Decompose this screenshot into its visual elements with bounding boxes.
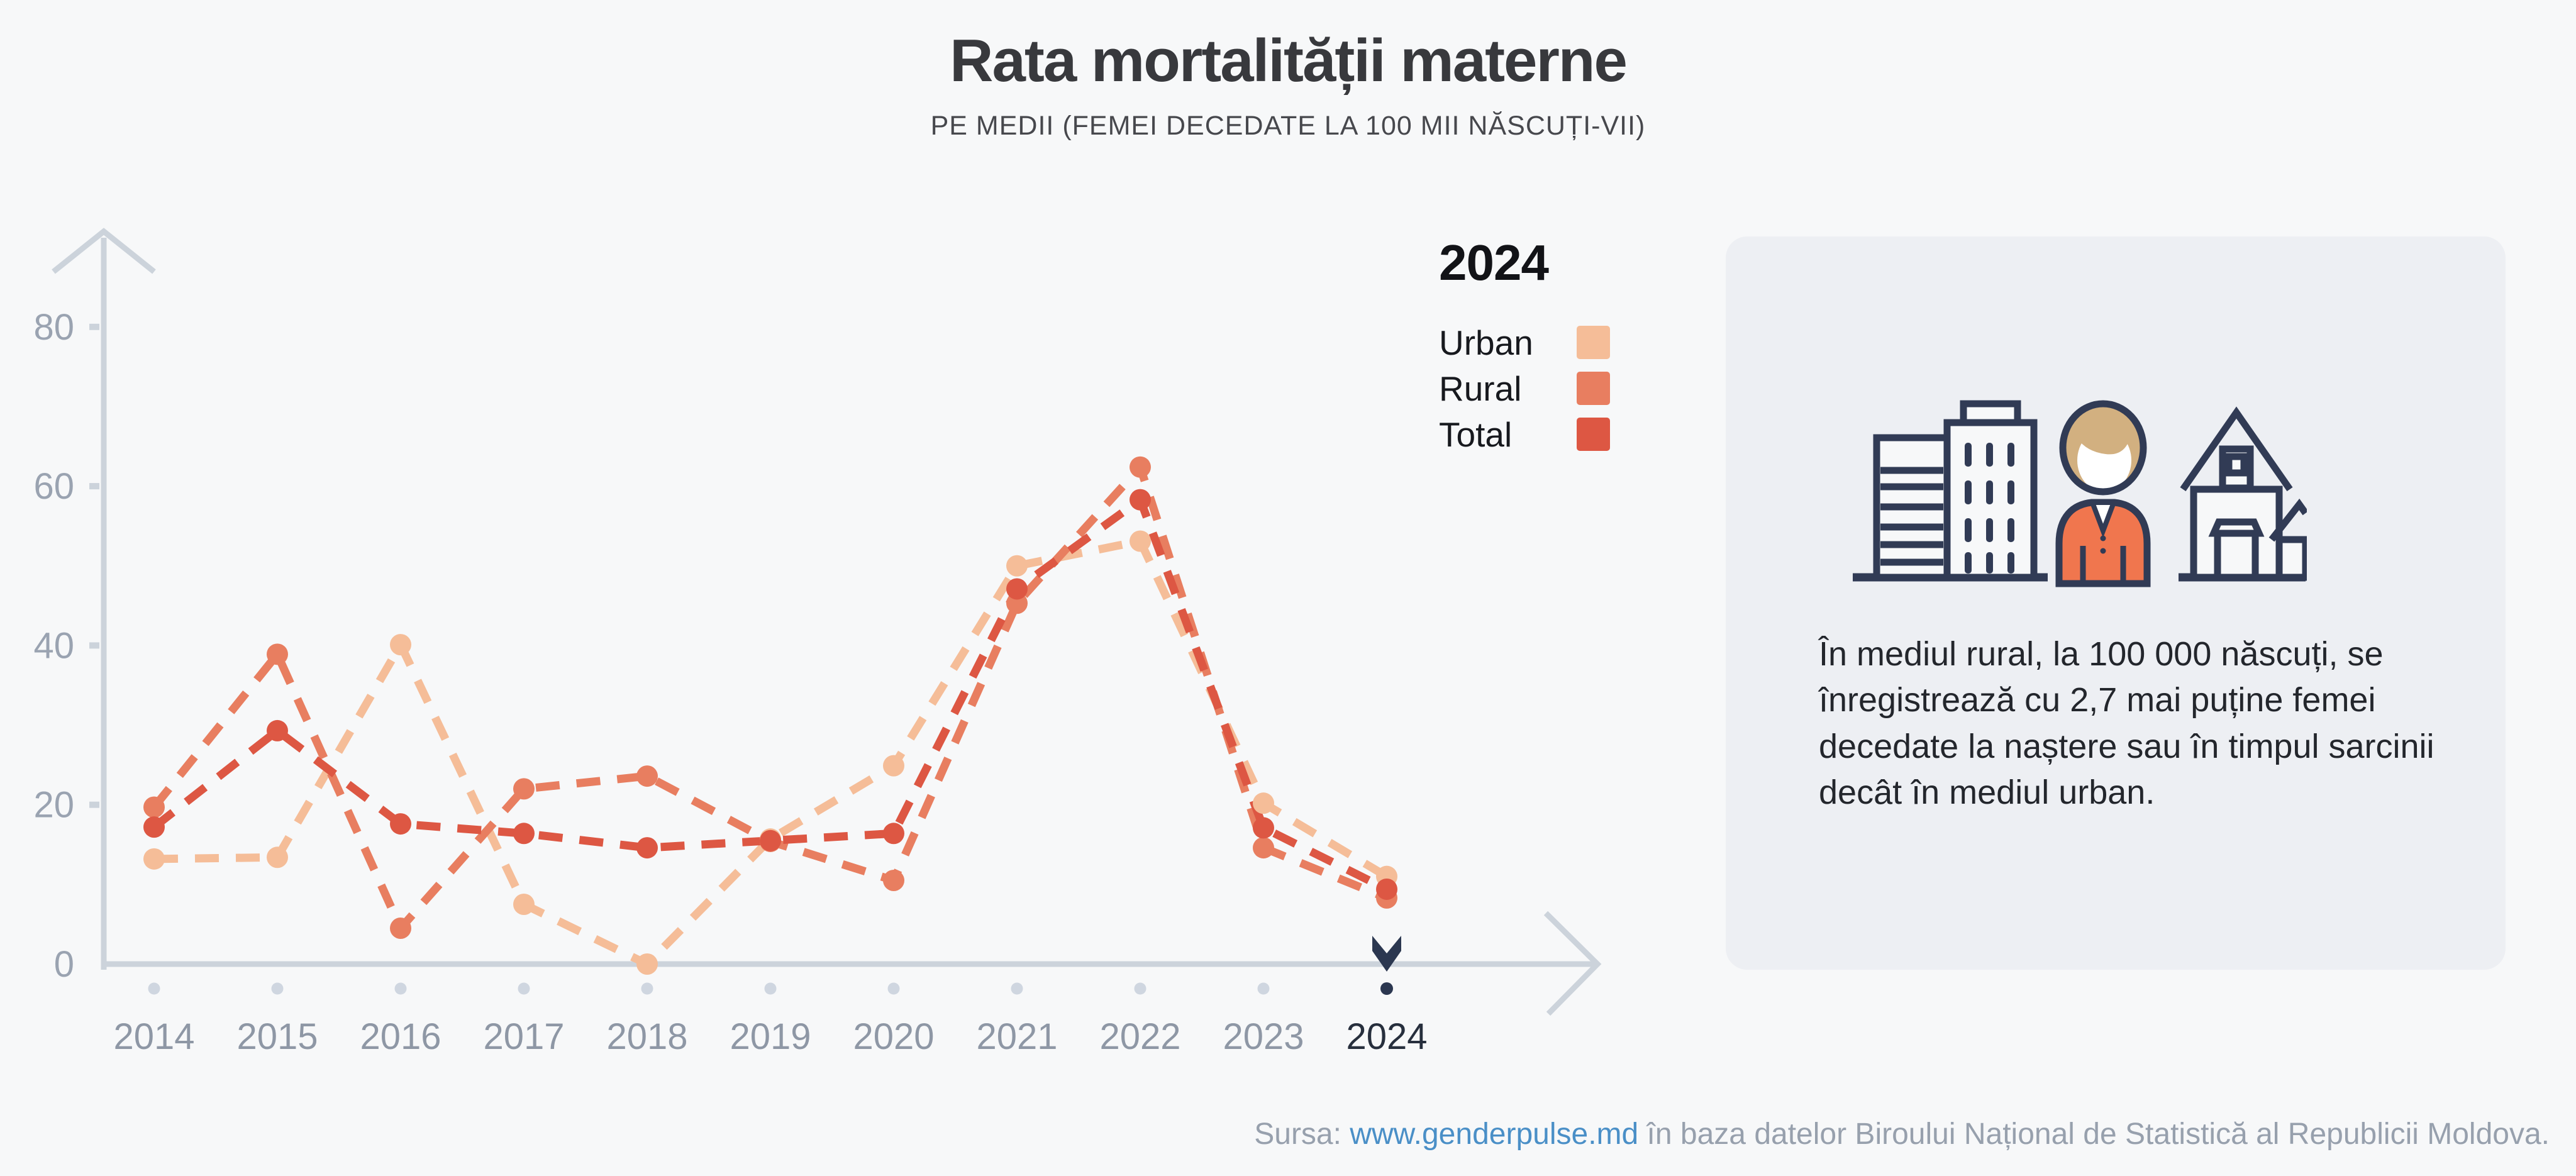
data-point-total-2020[interactable] — [883, 823, 904, 845]
timeline-dot[interactable] — [887, 982, 900, 995]
x-year-label[interactable]: 2017 — [483, 1016, 564, 1057]
legend-swatch-total — [1577, 418, 1610, 451]
y-tick — [89, 801, 99, 808]
data-point-total-2022[interactable] — [1130, 489, 1151, 511]
data-point-total-2017[interactable] — [513, 823, 535, 845]
y-tick-label: 60 — [33, 466, 74, 507]
data-point-urban-2021[interactable] — [1006, 555, 1028, 577]
timeline-dot[interactable] — [1011, 982, 1023, 995]
x-year-label[interactable]: 2018 — [606, 1016, 687, 1057]
y-tick-label: 20 — [33, 785, 74, 826]
data-point-total-2014[interactable] — [143, 816, 165, 838]
timeline-dot[interactable] — [641, 982, 653, 995]
x-year-label[interactable]: 2022 — [1099, 1016, 1180, 1057]
legend-label-total: Total — [1439, 414, 1513, 454]
timeline-dot[interactable] — [764, 982, 777, 995]
data-point-total-2021[interactable] — [1006, 578, 1028, 600]
data-point-urban-2022[interactable] — [1130, 530, 1151, 552]
legend-items: Urban Rural Total — [1439, 323, 1628, 454]
data-point-total-2019[interactable] — [760, 829, 781, 851]
x-axis-arrow-icon — [1543, 911, 1602, 1016]
data-point-rural-2014[interactable] — [143, 796, 165, 818]
insight-text: În mediul rural, la 100 000 născuți, se … — [1819, 635, 2434, 812]
data-point-urban-2016[interactable] — [390, 634, 411, 656]
legend-label-urban: Urban — [1439, 323, 1533, 362]
timeline-dot[interactable] — [1134, 982, 1146, 995]
legend-swatch-urban — [1577, 326, 1610, 359]
data-point-total-2015[interactable] — [267, 719, 288, 741]
source-note: Sursa: www.genderpulse.md în baza datelo… — [1254, 1117, 2550, 1151]
legend-item-rural: Rural — [1439, 369, 1610, 408]
maternal-mortality-chart: 0 20 40 60 80 2014 2015 2016 2017 2018 2019 2020 202… — [0, 189, 1635, 1101]
data-point-urban-2020[interactable] — [883, 755, 904, 777]
x-year-label[interactable]: 2019 — [730, 1016, 811, 1057]
data-point-rural-2022[interactable] — [1130, 456, 1151, 478]
data-point-rural-2015[interactable] — [267, 643, 288, 665]
source-rest: în baza datelor Biroului Național de Sta… — [1638, 1118, 2550, 1151]
timeline-dot[interactable] — [271, 982, 284, 995]
y-tick — [89, 483, 99, 490]
y-axis-arrow-icon — [52, 228, 156, 274]
legend-item-total: Total — [1439, 414, 1610, 454]
legend-selected-year: 2024 — [1439, 235, 1549, 291]
x-year-label[interactable]: 2014 — [113, 1016, 194, 1057]
x-year-label[interactable]: 2015 — [236, 1016, 318, 1057]
data-point-rural-2020[interactable] — [883, 870, 904, 892]
urban-rural-illustration — [1853, 400, 2307, 587]
timeline-dot[interactable] — [148, 982, 160, 995]
series-line-urban — [153, 536, 1389, 969]
legend-label-rural: Rural — [1439, 369, 1522, 408]
timeline-dot[interactable] — [518, 982, 530, 995]
data-point-urban-2023[interactable] — [1253, 792, 1274, 814]
x-year-label[interactable]: 2020 — [853, 1016, 934, 1057]
house-icon — [2179, 406, 2307, 582]
x-year-label[interactable]: 2024 — [1346, 1016, 1427, 1057]
data-point-rural-2016[interactable] — [390, 918, 411, 940]
data-point-total-2018[interactable] — [636, 837, 658, 859]
data-point-urban-2018[interactable] — [636, 953, 658, 975]
source-label: Sursa: — [1254, 1118, 1350, 1151]
timeline-dot[interactable] — [394, 982, 407, 995]
chart-plot-area: 0 20 40 60 80 2014 2015 2016 2017 2018 2019 2020 202… — [33, 228, 1602, 1057]
timeline-dot[interactable] — [1380, 982, 1393, 995]
data-point-total-2024[interactable] — [1376, 878, 1397, 900]
legend-swatch-rural — [1577, 372, 1610, 405]
data-point-rural-2023[interactable] — [1253, 837, 1274, 859]
source-link[interactable]: www.genderpulse.md — [1350, 1118, 1639, 1151]
data-point-total-2023[interactable] — [1253, 817, 1274, 839]
year-cursor-chevron-icon[interactable] — [1372, 936, 1401, 972]
chart-legend: 2024 Urban Rural Total — [1439, 234, 1628, 462]
data-point-urban-2017[interactable] — [513, 894, 535, 916]
data-point-urban-2015[interactable] — [267, 846, 288, 868]
legend-item-urban: Urban — [1439, 323, 1610, 362]
insight-panel: În mediul rural, la 100 000 născuți, se … — [1726, 236, 2506, 970]
timeline-dot[interactable] — [1257, 982, 1270, 995]
x-year-label[interactable]: 2016 — [360, 1016, 441, 1057]
data-point-rural-2018[interactable] — [636, 765, 658, 787]
city-buildings-icon — [1853, 400, 2048, 582]
page-subtitle: PE MEDII (FEMEI DECEDATE LA 100 MII NĂSC… — [930, 111, 1646, 141]
woman-icon — [2055, 400, 2151, 587]
data-point-urban-2014[interactable] — [143, 848, 165, 870]
y-tick — [89, 323, 99, 330]
data-point-total-2016[interactable] — [390, 813, 411, 835]
y-tick — [89, 642, 99, 649]
x-year-label[interactable]: 2023 — [1223, 1016, 1304, 1057]
x-year-label[interactable]: 2021 — [976, 1016, 1057, 1057]
data-point-rural-2017[interactable] — [513, 778, 535, 800]
page-title: Rata mortalității materne — [950, 27, 1628, 94]
series-line-total — [151, 493, 1389, 893]
series-line-rural — [150, 459, 1389, 936]
y-tick-label: 0 — [54, 944, 74, 985]
y-tick-label: 80 — [33, 307, 74, 348]
y-tick-label: 40 — [33, 625, 74, 666]
